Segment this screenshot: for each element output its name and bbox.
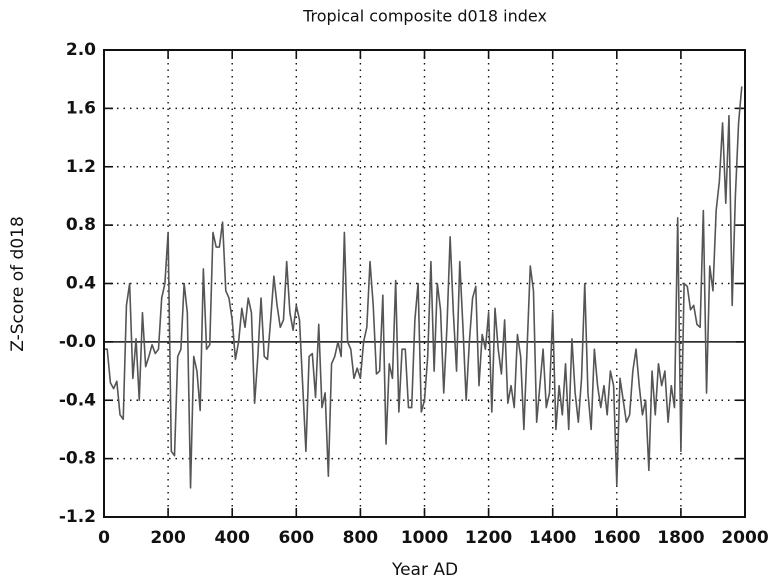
x-axis-title: Year AD (391, 560, 458, 580)
y-tick-label: 0.8 (66, 215, 96, 235)
x-tick-label: 1000 (401, 528, 448, 548)
x-tick-label: 2000 (721, 528, 768, 548)
chart-title: Tropical composite d018 index (302, 7, 547, 26)
y-tick-label: -0.8 (59, 449, 96, 469)
x-tick-label: 200 (150, 528, 186, 548)
y-axis-title: Z-Score of d018 (8, 216, 28, 352)
x-tick-label: 1600 (593, 528, 640, 548)
y-tick-label: 0.4 (66, 274, 96, 294)
x-tick-label: 800 (343, 528, 379, 548)
y-tick-label: -0.0 (59, 332, 96, 352)
y-tick-label: -1.2 (59, 507, 96, 527)
x-tick-label: 1200 (465, 528, 512, 548)
x-tick-label: 600 (279, 528, 315, 548)
y-tick-label: 1.6 (66, 98, 96, 118)
y-tick-label: 2.0 (66, 40, 96, 60)
x-tick-label: 400 (214, 528, 250, 548)
y-tick-label: 1.2 (66, 157, 96, 177)
y-tick-label: -0.4 (59, 390, 96, 410)
plot-frame (103, 49, 746, 518)
x-tick-label: 0 (98, 528, 110, 548)
x-tick-label: 1400 (529, 528, 576, 548)
x-tick-label: 1800 (657, 528, 704, 548)
data-line (104, 86, 743, 489)
